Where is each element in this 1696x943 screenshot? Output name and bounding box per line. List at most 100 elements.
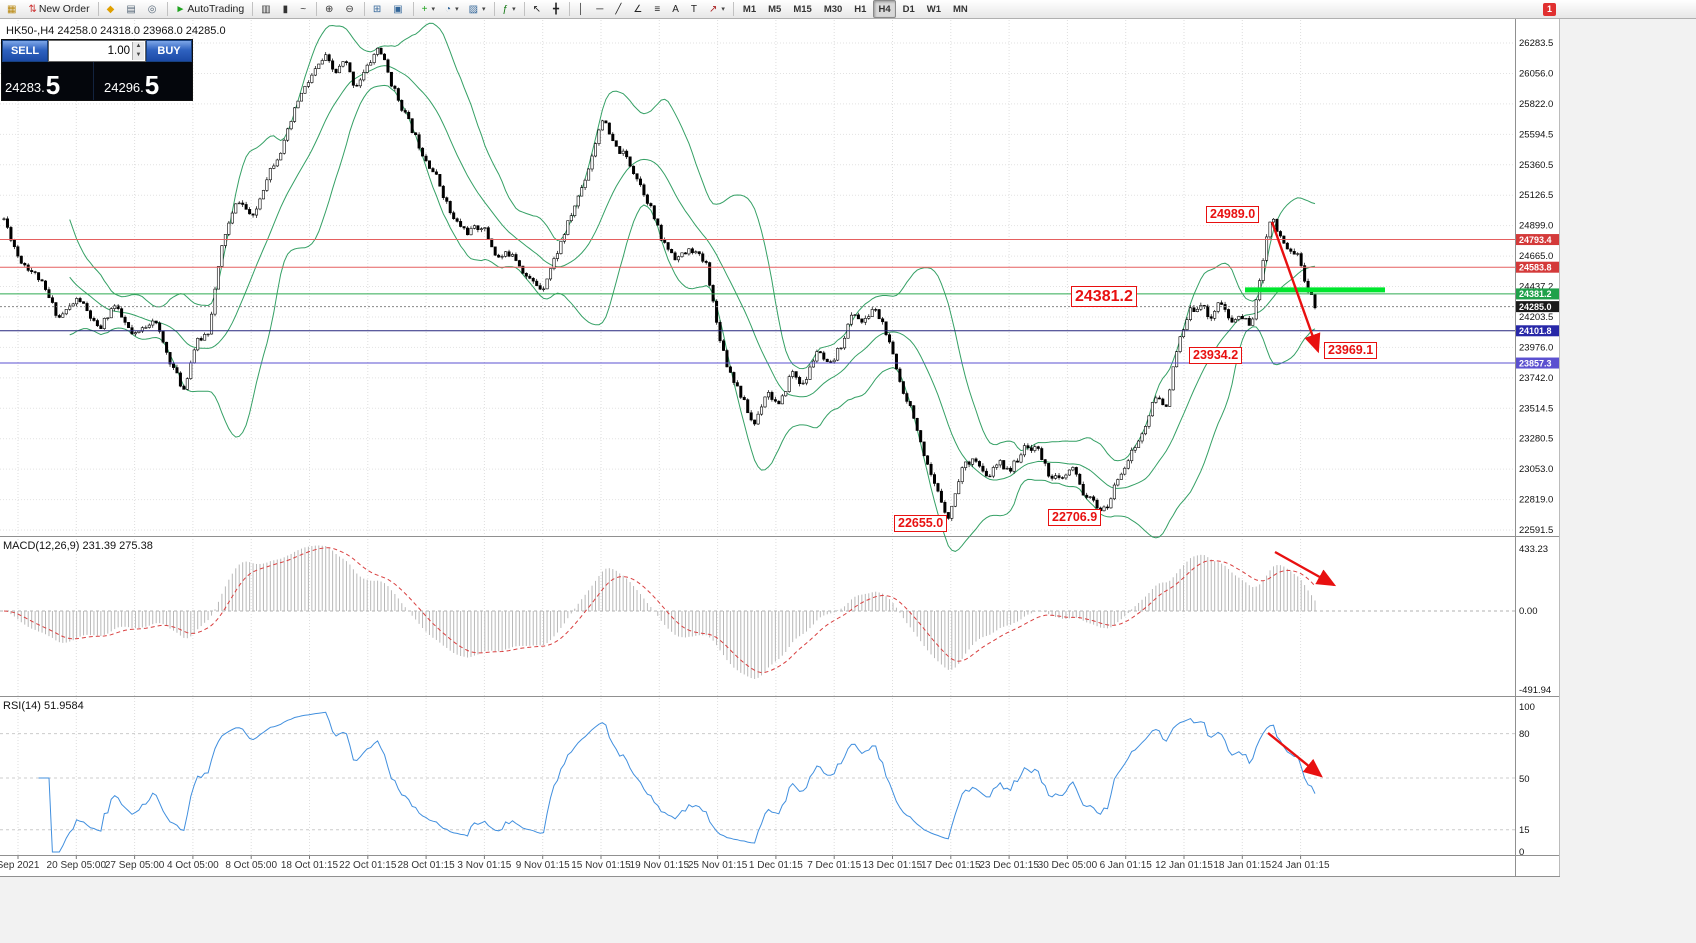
fibonacci-icon[interactable]: ≡ — [650, 0, 666, 18]
templates-icon[interactable]: ▨ ▾ — [465, 0, 490, 18]
timeframe-m15-button[interactable]: M15 — [793, 3, 812, 15]
line-chart-icon[interactable]: ~ — [296, 0, 312, 18]
deposit-icon: ◆ — [106, 3, 115, 15]
cursor-icon: ↖ — [532, 3, 542, 15]
volume-value[interactable]: 1.00 — [107, 45, 130, 57]
fibonacci-icon: ≡ — [654, 3, 661, 15]
volume-stepper[interactable]: 1.00 ▲ ▼ — [48, 40, 146, 62]
trendline-icon[interactable]: ╱ — [611, 0, 627, 18]
tile-windows-icon: ⊞ — [372, 3, 382, 15]
deposit-icon[interactable]: ◆ — [103, 0, 121, 18]
timeframe-m1-button[interactable]: M1 — [742, 3, 757, 15]
volume-down-icon[interactable]: ▼ — [135, 52, 142, 58]
chart-window-icon[interactable]: ▦ — [3, 0, 22, 18]
buy-price-main: 24296. — [104, 80, 144, 95]
new-chart-icon: + — [421, 3, 428, 15]
autotrading-icon: ► — [175, 3, 186, 15]
print-icon: ▤ — [126, 3, 136, 15]
price-annotation[interactable]: 22706.9 — [1048, 509, 1102, 526]
cascade-windows-icon[interactable]: ▣ — [389, 0, 408, 18]
templates-icon: ▨ — [468, 3, 479, 15]
profiles-icon: ◔ — [445, 3, 452, 15]
channel-icon: ∠ — [633, 3, 643, 15]
symbol-ohlc-header: HK50-,H4 24258.0 24318.0 23968.0 24285.0 — [6, 25, 226, 37]
toolbar-separator — [97, 2, 99, 16]
new-order-button[interactable]: ⇅ New Order — [24, 0, 93, 18]
vertical-line-icon[interactable]: │ — [574, 0, 590, 18]
snapshot-icon: ◎ — [147, 3, 157, 15]
volume-spin-buttons[interactable]: ▲ ▼ — [132, 42, 144, 60]
sell-price[interactable]: 24283. 5 — [2, 62, 93, 100]
price-annotation[interactable]: 24381.2 — [1071, 286, 1137, 307]
toolbar-button-label: AutoTrading — [187, 3, 245, 15]
zoom-out-icon: ⊖ — [345, 3, 354, 15]
snapshot-icon[interactable]: ◎ — [144, 0, 163, 18]
horizontal-line-icon: ─ — [596, 3, 604, 15]
timeframe-mn-button[interactable]: MN — [953, 3, 968, 15]
indicators-icon: ƒ — [502, 3, 509, 15]
text-icon: A — [672, 3, 679, 15]
chart-window[interactable] — [0, 19, 1560, 876]
label-icon: T — [690, 3, 698, 15]
new-chart-icon[interactable]: + ▾ — [418, 0, 439, 18]
horizontal-line-icon[interactable]: ─ — [592, 0, 609, 18]
zoom-in-icon[interactable]: ⊕ — [321, 0, 339, 18]
caret-down-icon: ▾ — [512, 6, 516, 13]
price-annotation[interactable]: 23934.2 — [1189, 347, 1243, 364]
arrows-icon[interactable]: ↗ ▾ — [705, 0, 729, 18]
sell-price-main: 24283. — [5, 80, 45, 95]
channel-icon[interactable]: ∠ — [629, 0, 648, 18]
timeframe-m30-button[interactable]: M30 — [823, 3, 843, 15]
timeframe-h4-button[interactable]: H4 — [873, 0, 896, 18]
crosshair-icon: ╋ — [553, 3, 560, 15]
arrows-icon: ↗ — [709, 3, 718, 15]
buy-price-big-digit: 5 — [144, 70, 160, 100]
toolbar-separator — [569, 2, 571, 16]
one-click-trading-panel: SELL 1.00 ▲ ▼ BUY 24283. 5 24296. 5 — [1, 39, 193, 101]
crosshair-icon[interactable]: ╋ — [549, 0, 565, 18]
volume-up-icon[interactable]: ▲ — [135, 43, 142, 49]
timeframe-d1-button[interactable]: D1 — [902, 3, 915, 15]
print-icon[interactable]: ▤ — [122, 0, 141, 18]
vertical-line-icon: │ — [578, 3, 585, 15]
toolbar-separator — [363, 2, 365, 16]
cursor-icon[interactable]: ↖ — [529, 0, 547, 18]
bar-chart-icon[interactable]: ▥ — [257, 0, 276, 18]
buy-price[interactable]: 24296. 5 — [93, 62, 192, 100]
macd-indicator-label: MACD(12,26,9) 231.39 275.38 — [3, 540, 153, 552]
toolbar: ▦ ⇅ New Order ◆ ▤ ◎ ► AutoTrading ▥ ▮ ~ ⊕ ⊖ ⊞ ▣ + ▾ ◔ ▾ ▨ ▾ ƒ… — [0, 0, 1696, 19]
zoom-in-icon: ⊕ — [325, 3, 334, 15]
toolbar-separator — [523, 2, 525, 16]
price-annotation[interactable]: 24989.0 — [1206, 206, 1260, 223]
zoom-out-icon[interactable]: ⊖ — [341, 0, 359, 18]
sell-button[interactable]: SELL — [2, 40, 48, 62]
new-order-icon: ⇅ — [28, 3, 37, 15]
profiles-icon[interactable]: ◔ ▾ — [441, 0, 463, 18]
price-annotation[interactable]: 22655.0 — [894, 515, 948, 532]
tile-windows-icon[interactable]: ⊞ — [369, 0, 387, 18]
rsi-indicator-label: RSI(14) 51.9584 — [3, 700, 84, 712]
buy-button[interactable]: BUY — [146, 40, 192, 62]
price-annotation[interactable]: 23969.1 — [1324, 342, 1378, 359]
bar-chart-icon: ▥ — [261, 3, 271, 15]
sell-price-big-digit: 5 — [45, 70, 61, 100]
toolbar-separator — [316, 2, 318, 16]
line-chart-icon: ~ — [300, 3, 307, 15]
trendline-icon: ╱ — [615, 3, 622, 15]
toolbar-separator — [252, 2, 254, 16]
label-icon[interactable]: T — [687, 0, 703, 18]
caret-down-icon: ▾ — [482, 6, 486, 13]
candlestick-chart-icon[interactable]: ▮ — [279, 0, 295, 18]
indicators-icon[interactable]: ƒ ▾ — [499, 0, 520, 18]
caret-down-icon: ▾ — [455, 6, 459, 13]
candlestick-chart-icon: ▮ — [282, 3, 289, 15]
toolbar-separator — [412, 2, 414, 16]
alert-badge[interactable]: 1 — [1543, 2, 1556, 16]
caret-down-icon: ▾ — [721, 6, 725, 13]
text-icon[interactable]: A — [668, 0, 685, 18]
timeframe-w1-button[interactable]: W1 — [926, 3, 942, 15]
caret-down-icon: ▾ — [431, 6, 436, 13]
timeframe-h1-button[interactable]: H1 — [854, 3, 867, 15]
autotrading-button[interactable]: ► AutoTrading — [172, 0, 249, 18]
timeframe-m5-button[interactable]: M5 — [768, 3, 782, 15]
